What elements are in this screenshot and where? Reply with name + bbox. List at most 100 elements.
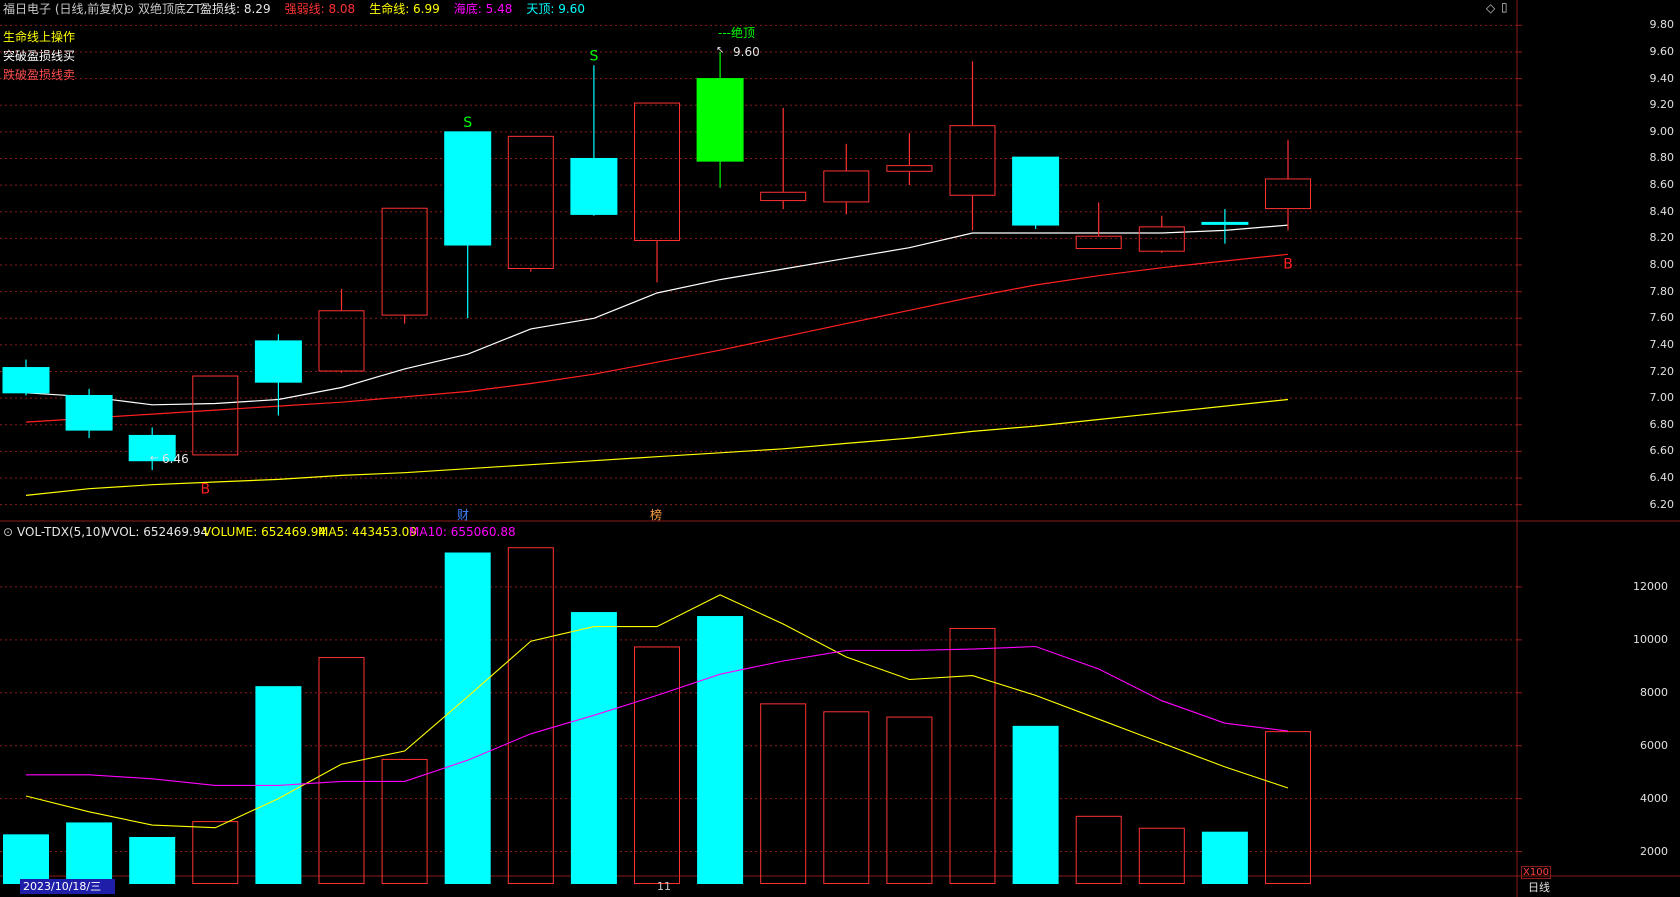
legend-item-0: 生命线上操作	[3, 30, 76, 44]
volume-bar	[760, 703, 807, 884]
price-tick-label: 9.00	[1649, 124, 1675, 138]
ma-line-盈损线	[25, 224, 1289, 406]
price-tick-label: 7.20	[1649, 364, 1675, 378]
indicator-number-0: 8.29	[240, 2, 271, 16]
indicator-values: 盈损线: 8.29 强弱线: 8.08 生命线: 6.99 海底: 5.48 天顶: 9…	[200, 1, 599, 17]
volume-bar	[634, 646, 680, 885]
volume-bar	[507, 547, 554, 884]
indicator-name[interactable]: 双绝顶底ZT	[138, 2, 202, 16]
indicator-value-0: 盈损线: 8.29	[200, 2, 271, 16]
month-tick: 11	[657, 880, 671, 893]
price-tick-label: 6.80	[1649, 417, 1675, 431]
vol-unit-label: X100	[1521, 866, 1551, 879]
candle-body	[570, 157, 618, 215]
vol-indicator-name[interactable]: VOL-TDX(5,10)	[17, 525, 106, 539]
vol-menu-icon[interactable]: ⊙	[3, 525, 14, 539]
indicator-number-1: 8.08	[324, 2, 356, 16]
indicator-number-2: 6.99	[409, 2, 440, 16]
volume-bar	[1138, 827, 1185, 885]
candle-body	[1075, 235, 1122, 250]
volume-bar	[886, 716, 933, 884]
buy-signal: B	[200, 481, 210, 497]
volume-bar	[697, 616, 744, 884]
candle-body	[444, 131, 492, 246]
volume-bar	[823, 711, 870, 884]
indicator-value-4: 天顶: 9.60	[526, 2, 585, 16]
peak-annotation: ---绝顶	[718, 26, 755, 40]
candle-body	[823, 170, 870, 203]
volume-tick-label: 8000	[1640, 685, 1668, 699]
indicator-value-1: 强弱线: 8.08	[284, 2, 356, 16]
date-cursor-label: 2023/10/18/三	[20, 879, 115, 894]
price-tick-label: 7.40	[1649, 337, 1675, 351]
price-tick-label: 7.00	[1649, 391, 1675, 405]
ma-line-生命线	[25, 398, 1289, 496]
period-label[interactable]: 日线	[1528, 881, 1550, 894]
volume-tick-label: 4000	[1640, 791, 1668, 805]
maximize-icon[interactable]: ▯	[1501, 0, 1508, 14]
candle-body	[1265, 178, 1311, 210]
volume-bar	[381, 758, 428, 885]
candle-body	[760, 191, 807, 202]
candle-body	[192, 375, 239, 456]
indicator-value-2: 生命线: 6.99	[369, 2, 440, 16]
candle-body	[1201, 221, 1249, 225]
buy-signal: B	[1283, 256, 1293, 272]
high-price-label: 9.60	[733, 45, 760, 59]
candle-body	[696, 78, 744, 162]
event-marker-ranking[interactable]: 榜	[650, 508, 663, 522]
candle-body	[1138, 226, 1185, 252]
price-tick-label: 8.60	[1649, 178, 1675, 192]
volume-ma5-line	[25, 594, 1289, 829]
volume-tick-label: 10000	[1633, 632, 1668, 646]
volume-tick-label: 2000	[1640, 844, 1668, 858]
vol-ma10: MA10: 655060.88	[409, 525, 516, 539]
price-tick-label: 7.60	[1649, 311, 1675, 325]
vol-volume: VOLUME: 652469.94	[203, 525, 326, 539]
sell-signal: S	[463, 115, 472, 131]
indicator-number-3: 5.48	[481, 2, 513, 16]
high-arrow-icon: ↖	[716, 45, 725, 56]
price-tick-label: 9.80	[1649, 18, 1675, 32]
candle-body	[886, 165, 933, 172]
candle-body	[507, 135, 554, 269]
volume-bar	[949, 627, 996, 885]
diamond-icon[interactable]: ◇	[1486, 1, 1496, 15]
volume-bar	[318, 657, 365, 884]
low-arrow-icon: ←	[150, 453, 159, 464]
volume-bar	[129, 836, 176, 884]
candle-body	[128, 434, 176, 462]
volume-bar	[3, 834, 49, 884]
price-tick-label: 8.00	[1649, 258, 1675, 271]
sell-signal: S	[589, 48, 598, 64]
volume-bar	[1201, 831, 1248, 884]
volume-bar	[1075, 815, 1122, 884]
vol-ma5: MA5: 443453.09	[318, 525, 417, 539]
indicator-menu-icon[interactable]: ⊙	[124, 2, 135, 16]
volume-bar	[444, 552, 491, 884]
volume-bar	[1265, 731, 1311, 885]
low-price-label: 6.46	[162, 452, 189, 466]
volume-tick-label: 6000	[1640, 738, 1668, 752]
candle-body	[318, 310, 365, 372]
ma-line-强弱线	[25, 253, 1289, 423]
stock-title: 福日电子 (日线,前复权)	[3, 2, 128, 16]
volume-bar	[1012, 725, 1059, 884]
price-tick-label: 8.40	[1649, 204, 1675, 218]
price-tick-label: 6.40	[1649, 471, 1675, 485]
legend-item-1: 突破盈损线买	[3, 49, 76, 63]
price-tick-label: 6.20	[1649, 497, 1675, 511]
volume-bar	[192, 821, 239, 884]
price-tick-label: 8.80	[1649, 151, 1675, 165]
price-tick-label: 6.60	[1649, 444, 1675, 458]
price-tick-label: 9.20	[1649, 98, 1675, 112]
candle-body	[634, 102, 680, 242]
candle-body	[65, 394, 113, 431]
candle-body	[381, 207, 428, 316]
event-marker-financial[interactable]: 财	[457, 508, 470, 522]
candle-body	[2, 367, 50, 394]
indicator-number-4: 9.60	[554, 2, 585, 16]
price-tick-label: 9.40	[1649, 71, 1675, 85]
